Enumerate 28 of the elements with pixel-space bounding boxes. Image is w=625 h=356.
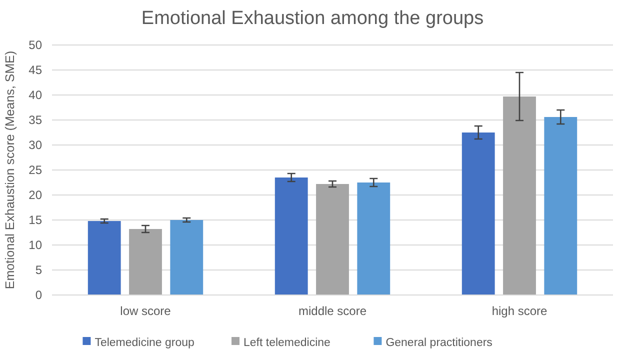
bar <box>503 96 536 295</box>
y-tick-label: 10 <box>28 238 42 252</box>
y-tick-label: 20 <box>28 188 42 202</box>
y-axis-title: Emotional Exhaustion score (Means, SME) <box>3 50 17 290</box>
x-tick-label: middle score <box>298 304 367 318</box>
x-tick-label: high score <box>492 304 548 318</box>
y-tick-label: 50 <box>28 38 42 52</box>
bar <box>544 117 578 295</box>
x-tick-label: low score <box>120 304 172 318</box>
y-tick-label: 0 <box>35 288 42 302</box>
bar <box>316 184 349 295</box>
y-tick-label: 15 <box>28 213 42 228</box>
legend-label: Telemedicine group <box>94 337 194 350</box>
y-tick-label: 30 <box>28 138 42 152</box>
y-tick-label: 25 <box>28 163 42 178</box>
chart-title: Emotional Exhaustion among the groups <box>141 8 484 29</box>
bar <box>462 132 495 295</box>
bar <box>274 178 308 295</box>
bar <box>129 229 162 295</box>
legend-label: Left telemedicine <box>244 337 330 350</box>
y-tick-label: 5 <box>35 263 42 278</box>
legend-label: General practitioners <box>386 337 493 350</box>
bar <box>170 220 204 295</box>
y-tick-label: 35 <box>28 113 42 128</box>
bar <box>88 221 121 295</box>
y-tick-label: 40 <box>28 88 42 102</box>
y-tick-label: 45 <box>28 63 42 78</box>
bar <box>357 182 390 295</box>
